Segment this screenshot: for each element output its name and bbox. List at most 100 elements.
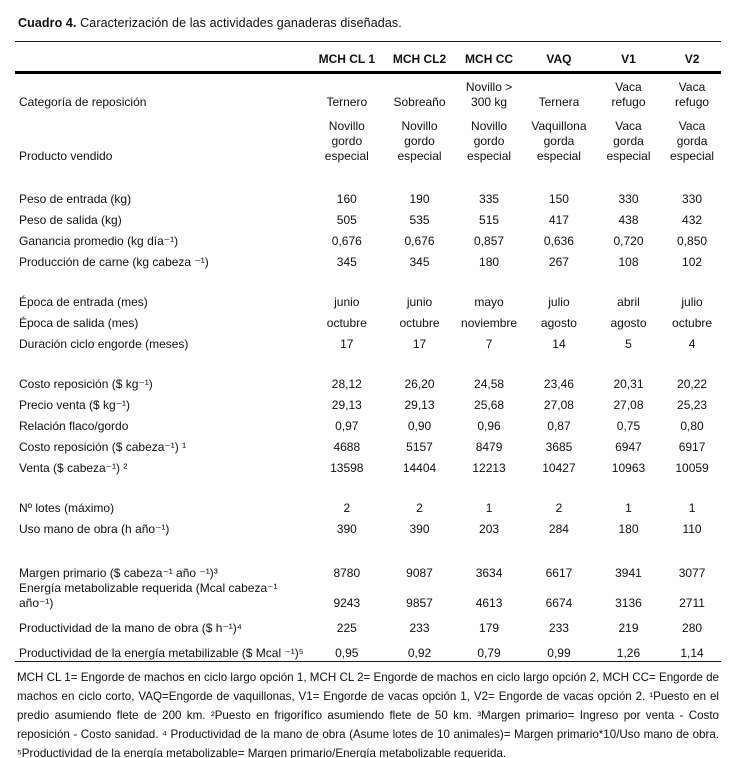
table-number: Cuadro 4. (18, 16, 77, 30)
table-cell: 29,13 (331, 398, 362, 412)
table-cell: 14 (552, 337, 566, 351)
column-header: MCH CL2 (384, 42, 455, 74)
table-cell: junio (406, 295, 433, 309)
table-cell: 225 (336, 621, 357, 635)
table-cell: 190 (409, 192, 430, 206)
row-group: Nº lotes (máximo) 2 2 1 2 1 1 Uso mano de obra … (15, 476, 721, 537)
table-cell: Novillo gordo especial (467, 119, 512, 163)
table-cell: 0,96 (477, 419, 501, 433)
table-cell: 345 (409, 255, 430, 269)
table-cell: Vaca refugo (611, 80, 646, 109)
row-label: Época de entrada (mes) (19, 295, 148, 309)
table-cell: 0,99 (547, 646, 571, 660)
table-cell: 6947 (615, 440, 642, 454)
table-cell: 110 (682, 522, 702, 536)
table-cell: 2 (416, 501, 423, 515)
table-cell: 10059 (675, 461, 709, 475)
table-cell: 1,26 (616, 646, 641, 660)
table-cell: 2 (555, 501, 563, 515)
table-row: Venta ($ cabeza⁻¹) ² 13598 14404 12213 10427… (15, 455, 721, 476)
table-cell: Novillo > 300 kg (465, 80, 513, 109)
spacer-cell (15, 167, 721, 186)
table-row: Peso de salida (kg) 505 535 515 417 438 432 (15, 207, 721, 228)
table-cell: 25,23 (677, 398, 708, 412)
spacer-cell (15, 476, 721, 495)
table-cell: 1 (485, 501, 493, 515)
row-label: Energía metabolizable requerida (Mcal ca… (19, 581, 278, 610)
table-caption: Caracterización de las actividades ganad… (76, 16, 402, 30)
table-cell: 0,97 (335, 419, 359, 433)
table-cell: 1 (625, 501, 632, 515)
table-cell: 3685 (545, 440, 573, 454)
table-cell: 17 (340, 337, 354, 351)
table-cell: 13598 (330, 461, 364, 475)
spacer-cell (15, 352, 721, 371)
row-group: Margen primario ($ cabeza⁻¹ año ⁻¹)³ 8780… (15, 537, 721, 662)
table-cell: 3941 (615, 566, 642, 580)
table-cell: 10427 (542, 461, 576, 475)
table-cell: 535 (409, 213, 430, 227)
table-cell: 2 (343, 501, 351, 515)
table-cell: 180 (479, 255, 500, 269)
table-cell: 0,79 (477, 646, 501, 660)
table-cell: agosto (610, 316, 647, 330)
table-cell: 6674 (545, 596, 573, 610)
row-label: Productividad de la mano de obra ($ h⁻¹)… (19, 621, 242, 635)
table-cell: julio (548, 295, 570, 309)
table-cell: noviembre (461, 316, 518, 330)
table-cell: 1,14 (680, 646, 704, 660)
table-cell: 330 (618, 192, 639, 206)
table-row: Peso de entrada (kg) 160 190 335 150 330 330 (15, 186, 721, 207)
table-cell: 335 (479, 192, 500, 206)
table-cell: 203 (479, 522, 500, 536)
table-cell: 233 (409, 621, 430, 635)
table-cell: 180 (618, 522, 639, 536)
table-cell: 4688 (333, 440, 361, 454)
table-cell: 0,75 (616, 419, 641, 433)
table-cell: 0,676 (331, 234, 362, 248)
table-cell: octubre (326, 316, 367, 330)
corner-cell (15, 42, 309, 74)
column-header: MCH CC (454, 42, 524, 74)
spacer-cell (15, 537, 721, 556)
table-row: Uso mano de obra (h año⁻¹) 390 390 203 284 18… (15, 516, 721, 537)
table-cell: 26,20 (404, 377, 435, 391)
table-cell: octubre (399, 316, 440, 330)
table-cell: 14404 (402, 461, 437, 475)
row-group: Época de entrada (mes) junio junio mayo juli… (15, 270, 721, 352)
row-label: Época de salida (mes) (19, 316, 139, 330)
table-cell: 8780 (333, 566, 361, 580)
header-row: MCH CL 1 MCH CL2 MCH CC VAQ V1 V2 (15, 42, 721, 74)
column-header: VAQ (524, 42, 594, 74)
table-cell: abril (617, 295, 640, 309)
table-cell: 0,676 (404, 234, 435, 248)
table-cell: 0,636 (543, 234, 574, 248)
table-row: Ganancia promedio (kg día⁻¹) 0,676 0,676 0,… (15, 228, 721, 249)
table-cell: 7 (485, 337, 493, 351)
group-spacer (15, 537, 721, 556)
group-spacer (15, 352, 721, 371)
table-cell: Vaca refugo (675, 80, 710, 109)
row-label: Nº lotes (máximo) (19, 501, 115, 515)
table-cell: 108 (618, 255, 639, 269)
group-spacer (15, 270, 721, 289)
row-label: Costo reposición ($ cabeza⁻¹) ¹ (19, 440, 187, 454)
table-cell: 0,92 (407, 646, 432, 660)
table-cell: 6617 (545, 566, 573, 580)
table-footnote: MCH CL 1= Engorde de machos en ciclo lar… (17, 671, 719, 758)
table-cell: 438 (618, 213, 639, 227)
table-cell: 2711 (679, 596, 705, 610)
row-label: Precio venta ($ kg⁻¹) (19, 398, 131, 412)
table-cell: 12213 (472, 461, 506, 475)
table-row: Productividad de la mano de obra ($ h⁻¹)… (15, 611, 721, 636)
table-cell: 0,857 (474, 234, 505, 248)
row-label: Productividad de la energía metabilizabl… (19, 646, 304, 660)
table-row: Nº lotes (máximo) 2 2 1 2 1 1 (15, 495, 721, 516)
table-cell: 23,46 (543, 377, 574, 391)
table-cell: 3136 (615, 596, 642, 610)
table-cell: 417 (548, 213, 569, 227)
table-cell: 102 (682, 255, 703, 269)
data-table: MCH CL 1 MCH CL2 MCH CC VAQ V1 V2 Categoría d… (15, 42, 721, 662)
table-cell: 4613 (475, 596, 503, 610)
table-row: Costo reposición ($ kg⁻¹) 28,12 26,20 24,58… (15, 371, 721, 392)
